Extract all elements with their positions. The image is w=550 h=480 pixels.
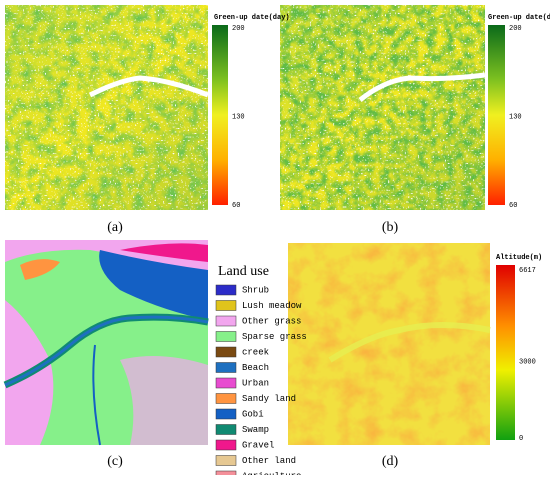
- legend-label: Other land: [242, 456, 296, 466]
- creek: [92, 344, 101, 446]
- colorbar-tick-label: 60: [509, 202, 517, 210]
- legend-swatch: [215, 408, 237, 420]
- legend-swatch: [215, 424, 237, 435]
- legend-swatch: [215, 331, 237, 342]
- legend-swatch: [215, 315, 237, 327]
- zone: [120, 356, 208, 445]
- colorbar-title: Green-up date(day): [214, 14, 290, 22]
- colorbar-tick-label: 0: [519, 435, 523, 443]
- legend-swatch: [215, 346, 237, 358]
- panel-c: [3, 240, 209, 446]
- legend-swatch: [215, 284, 237, 296]
- river: [358, 72, 486, 102]
- colorbar-tick-label: 130: [232, 113, 245, 121]
- legend-label: Agriculture: [242, 471, 301, 475]
- map-gaps: [5, 5, 208, 210]
- colorbar: [212, 25, 228, 205]
- zone: [99, 250, 208, 320]
- legend-swatch: [215, 455, 237, 466]
- legend-label: Sparse grass: [242, 332, 307, 342]
- panel-a: [5, 5, 228, 210]
- colorbar: [488, 25, 505, 205]
- colorbar-title: Altitude(m): [496, 254, 542, 262]
- legend-label: Sandy land: [242, 394, 296, 404]
- legend-label: Shrub: [242, 285, 269, 295]
- panel-b: [280, 5, 505, 210]
- colorbar-tick-label: 6617: [519, 267, 536, 275]
- panel-caption: (b): [382, 220, 399, 235]
- colorbar-tick-label: 200: [232, 25, 245, 33]
- river: [4, 315, 209, 387]
- panel-caption: (a): [107, 220, 123, 235]
- legend-swatch: [215, 300, 237, 311]
- map-gaps: [280, 5, 485, 210]
- panel-caption: (d): [382, 454, 399, 469]
- valley: [328, 322, 491, 363]
- legend-label: Lush meadow: [242, 301, 302, 311]
- legend-title: Land use: [218, 264, 269, 279]
- legend-label: Other grass: [242, 316, 301, 326]
- legend-label: Gravel: [242, 440, 274, 450]
- legend-swatch: [215, 362, 237, 373]
- zone: [120, 243, 208, 262]
- colorbar-tick-label: 200: [509, 25, 522, 33]
- colorbar-tick-label: 130: [509, 113, 522, 121]
- legend-label: Urban: [242, 378, 269, 388]
- colorbar: [496, 265, 515, 440]
- legend-swatch: [215, 470, 237, 480]
- colorbar-tick-label: 3000: [519, 359, 536, 367]
- panel-d: [288, 243, 515, 445]
- colorbar-tick-label: 60: [232, 202, 240, 210]
- legend-label: Gobi: [242, 409, 264, 419]
- zone: [20, 259, 60, 280]
- colorbar-title: Green-up date(day): [488, 14, 550, 22]
- legend-swatch: [215, 439, 237, 451]
- legend-swatch: [215, 377, 237, 389]
- legend-label: Swamp: [242, 425, 269, 435]
- legend-label: Beach: [242, 363, 269, 373]
- legend-label: creek: [242, 347, 269, 357]
- map-texture: [288, 243, 490, 445]
- river: [88, 75, 209, 98]
- panel-caption: (c): [107, 454, 123, 469]
- legend-swatch: [215, 393, 237, 404]
